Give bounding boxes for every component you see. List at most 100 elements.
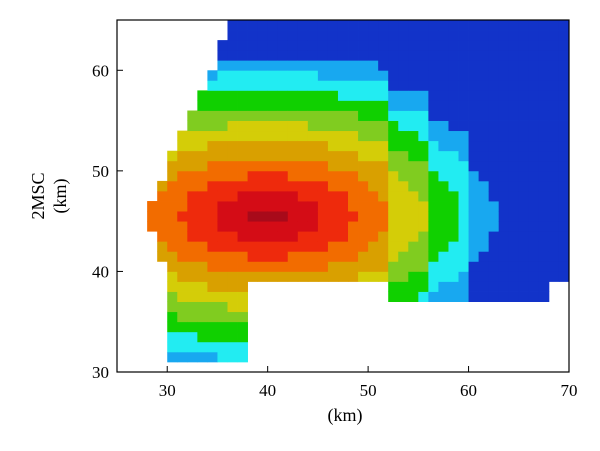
heatmap-cell bbox=[187, 231, 198, 242]
heatmap-cell bbox=[428, 241, 439, 252]
heatmap-cell bbox=[267, 60, 279, 71]
heatmap-cell bbox=[197, 211, 208, 222]
heatmap-cell bbox=[317, 211, 329, 222]
heatmap-cell bbox=[337, 50, 349, 61]
heatmap-cell bbox=[257, 120, 269, 132]
heatmap-cell bbox=[498, 30, 510, 41]
heatmap-cell bbox=[438, 201, 449, 212]
heatmap-cell bbox=[388, 291, 399, 302]
heatmap-cell bbox=[227, 271, 238, 282]
heatmap-cell bbox=[508, 150, 520, 162]
heatmap-cell bbox=[247, 60, 259, 71]
heatmap-cell bbox=[358, 70, 369, 81]
heatmap-cell bbox=[217, 281, 228, 292]
heatmap-cell bbox=[217, 201, 228, 212]
heatmap-cell bbox=[348, 241, 359, 252]
heatmap-cell bbox=[558, 110, 570, 121]
heatmap-cell bbox=[468, 90, 479, 101]
heatmap-cell bbox=[418, 70, 429, 81]
heatmap-cell bbox=[448, 281, 459, 292]
heatmap-cell bbox=[217, 271, 228, 282]
heatmap-cell bbox=[408, 150, 419, 162]
y-tick-label: 50 bbox=[92, 162, 109, 181]
heatmap-cell bbox=[508, 241, 520, 252]
heatmap-cell bbox=[277, 241, 289, 252]
heatmap-cell bbox=[327, 231, 339, 242]
heatmap-cell bbox=[448, 241, 459, 252]
heatmap-cell bbox=[348, 60, 359, 71]
heatmap-cell bbox=[358, 251, 369, 262]
heatmap-cell bbox=[157, 201, 168, 212]
heatmap-cell bbox=[327, 261, 339, 272]
x-tick-label: 70 bbox=[561, 381, 578, 400]
heatmap-cell bbox=[337, 70, 349, 81]
heatmap-cell bbox=[468, 221, 479, 232]
heatmap-cell bbox=[297, 261, 309, 272]
heatmap-cell bbox=[388, 221, 399, 232]
heatmap-cell bbox=[408, 90, 419, 101]
heatmap-cell bbox=[217, 100, 228, 111]
heatmap-cell bbox=[558, 80, 570, 91]
heatmap-cell bbox=[518, 221, 530, 232]
heatmap-cell bbox=[358, 231, 369, 242]
heatmap-cell bbox=[337, 251, 349, 262]
heatmap-cell bbox=[247, 90, 259, 101]
heatmap-cell bbox=[398, 100, 409, 111]
heatmap-cell bbox=[558, 70, 570, 81]
heatmap-cell bbox=[528, 70, 540, 81]
heatmap-cell bbox=[237, 251, 248, 262]
heatmap-cell bbox=[388, 80, 399, 91]
heatmap-cell bbox=[257, 110, 269, 121]
heatmap-cell bbox=[197, 241, 208, 252]
heatmap-cell bbox=[418, 251, 429, 262]
heatmap-cell bbox=[307, 160, 319, 172]
heatmap-cell bbox=[408, 261, 419, 272]
heatmap-cell bbox=[317, 140, 329, 152]
heatmap-cell bbox=[508, 190, 520, 202]
heatmap-cell bbox=[257, 150, 269, 162]
heatmap-cell bbox=[478, 201, 490, 212]
heatmap-cell bbox=[337, 120, 349, 132]
heatmap-cell bbox=[247, 110, 259, 121]
heatmap-cell bbox=[207, 231, 218, 242]
heatmap-cell bbox=[548, 221, 560, 232]
heatmap-cell bbox=[247, 80, 259, 91]
heatmap-cell bbox=[217, 160, 228, 172]
heatmap-cell bbox=[428, 60, 439, 71]
heatmap-cell bbox=[468, 281, 479, 292]
heatmap-cell bbox=[237, 261, 248, 272]
heatmap-cell bbox=[237, 331, 248, 343]
heatmap-cell bbox=[468, 160, 479, 172]
heatmap-cell bbox=[548, 261, 560, 272]
heatmap-cell bbox=[177, 341, 188, 353]
heatmap-cell bbox=[488, 271, 500, 282]
heatmap-cell bbox=[418, 180, 429, 192]
heatmap-cell bbox=[257, 190, 269, 202]
heatmap-cell bbox=[498, 221, 510, 232]
heatmap-cell bbox=[468, 241, 479, 252]
heatmap-cell bbox=[307, 170, 319, 182]
heatmap-cell bbox=[398, 261, 409, 272]
heatmap-cell bbox=[468, 140, 479, 152]
heatmap-cell bbox=[277, 190, 289, 202]
heatmap-cell bbox=[207, 100, 218, 111]
heatmap-cell bbox=[207, 261, 218, 272]
heatmap-cell bbox=[277, 40, 289, 51]
heatmap-cell bbox=[187, 180, 198, 192]
heatmap-cell bbox=[348, 90, 359, 101]
heatmap-cell bbox=[528, 271, 540, 282]
heatmap-cell bbox=[247, 150, 259, 162]
heatmap-cell bbox=[468, 150, 479, 162]
heatmap-cell bbox=[558, 90, 570, 101]
heatmap-cell bbox=[348, 221, 359, 232]
heatmap-cell bbox=[408, 30, 419, 41]
heatmap-cell bbox=[197, 301, 208, 313]
heatmap-cell bbox=[187, 190, 198, 202]
heatmap-cell bbox=[418, 80, 429, 91]
heatmap-cell bbox=[478, 50, 490, 61]
heatmap-cell bbox=[207, 140, 218, 152]
heatmap-cell bbox=[227, 150, 238, 162]
heatmap-cell bbox=[197, 281, 208, 292]
heatmap-cell bbox=[478, 160, 490, 172]
heatmap-cell bbox=[227, 231, 238, 242]
